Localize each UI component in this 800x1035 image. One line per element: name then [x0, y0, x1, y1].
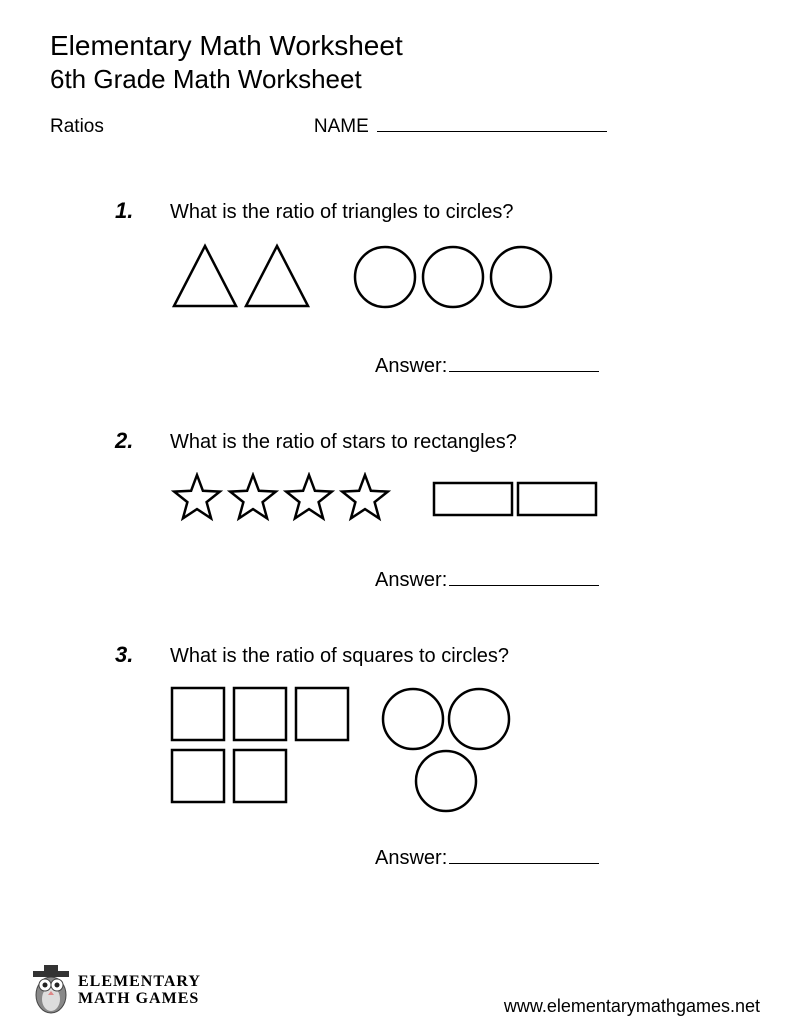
square-icon [232, 748, 288, 804]
square-icon [170, 748, 226, 804]
answer-row: Answer: [375, 844, 760, 870]
square-icon [232, 686, 288, 742]
circle-icon [420, 244, 486, 310]
triangle-icon [242, 242, 312, 312]
rectangle-icon [432, 481, 514, 517]
answer-row: Answer: [375, 352, 760, 378]
shapes-row [170, 472, 760, 526]
logo: ELEMENTARY MATH GAMES [30, 965, 201, 1017]
question-1: 1. What is the ratio of triangles to cir… [115, 198, 760, 378]
rectangle-icon [516, 481, 598, 517]
question-text: What is the ratio of stars to rectangles… [170, 431, 517, 454]
star-icon [282, 472, 336, 526]
shape-group [170, 686, 350, 804]
name-blank-line [377, 113, 607, 132]
footer: ELEMENTARY MATH GAMES www.elementarymath… [30, 965, 760, 1017]
question-2: 2. What is the ratio of stars to rectang… [115, 428, 760, 592]
question-number: 2. [115, 428, 170, 454]
shape-group [170, 242, 312, 312]
question-text: What is the ratio of squares to circles? [170, 645, 509, 668]
star-icon [338, 472, 392, 526]
question-3: 3. What is the ratio of squares to circl… [115, 642, 760, 870]
answer-blank-line [449, 352, 599, 372]
circle-icon [352, 244, 418, 310]
logo-text-2: MATH GAMES [78, 991, 201, 1008]
answer-label: Answer: [375, 569, 447, 592]
star-icon [170, 472, 224, 526]
circle-icon [380, 686, 446, 752]
question-number: 3. [115, 642, 170, 668]
answer-label: Answer: [375, 847, 447, 870]
circle-icon [488, 244, 554, 310]
question-text: What is the ratio of triangles to circle… [170, 201, 513, 224]
answer-blank-line [449, 844, 599, 864]
page-title-1: Elementary Math Worksheet [50, 30, 760, 62]
shape-group [170, 472, 392, 526]
shape-group [380, 686, 512, 814]
owl-icon [30, 965, 72, 1017]
shapes-row [170, 242, 760, 312]
circle-icon [413, 748, 479, 814]
answer-blank-line [449, 566, 599, 586]
questions-container: 1. What is the ratio of triangles to cir… [50, 198, 760, 870]
circle-icon [446, 686, 512, 752]
answer-row: Answer: [375, 566, 760, 592]
meta-row: Ratios NAME [50, 113, 760, 138]
question-number: 1. [115, 198, 170, 224]
answer-label: Answer: [375, 355, 447, 378]
name-label: NAME [314, 116, 369, 138]
logo-text-1: ELEMENTARY [78, 974, 201, 991]
shape-group [352, 244, 554, 310]
shape-group [432, 481, 598, 517]
topic-label: Ratios [50, 116, 104, 138]
footer-url: www.elementarymathgames.net [504, 996, 760, 1017]
star-icon [226, 472, 280, 526]
shapes-row [170, 686, 760, 814]
square-icon [294, 686, 350, 742]
triangle-icon [170, 242, 240, 312]
page-title-2: 6th Grade Math Worksheet [50, 64, 760, 95]
square-icon [170, 686, 226, 742]
